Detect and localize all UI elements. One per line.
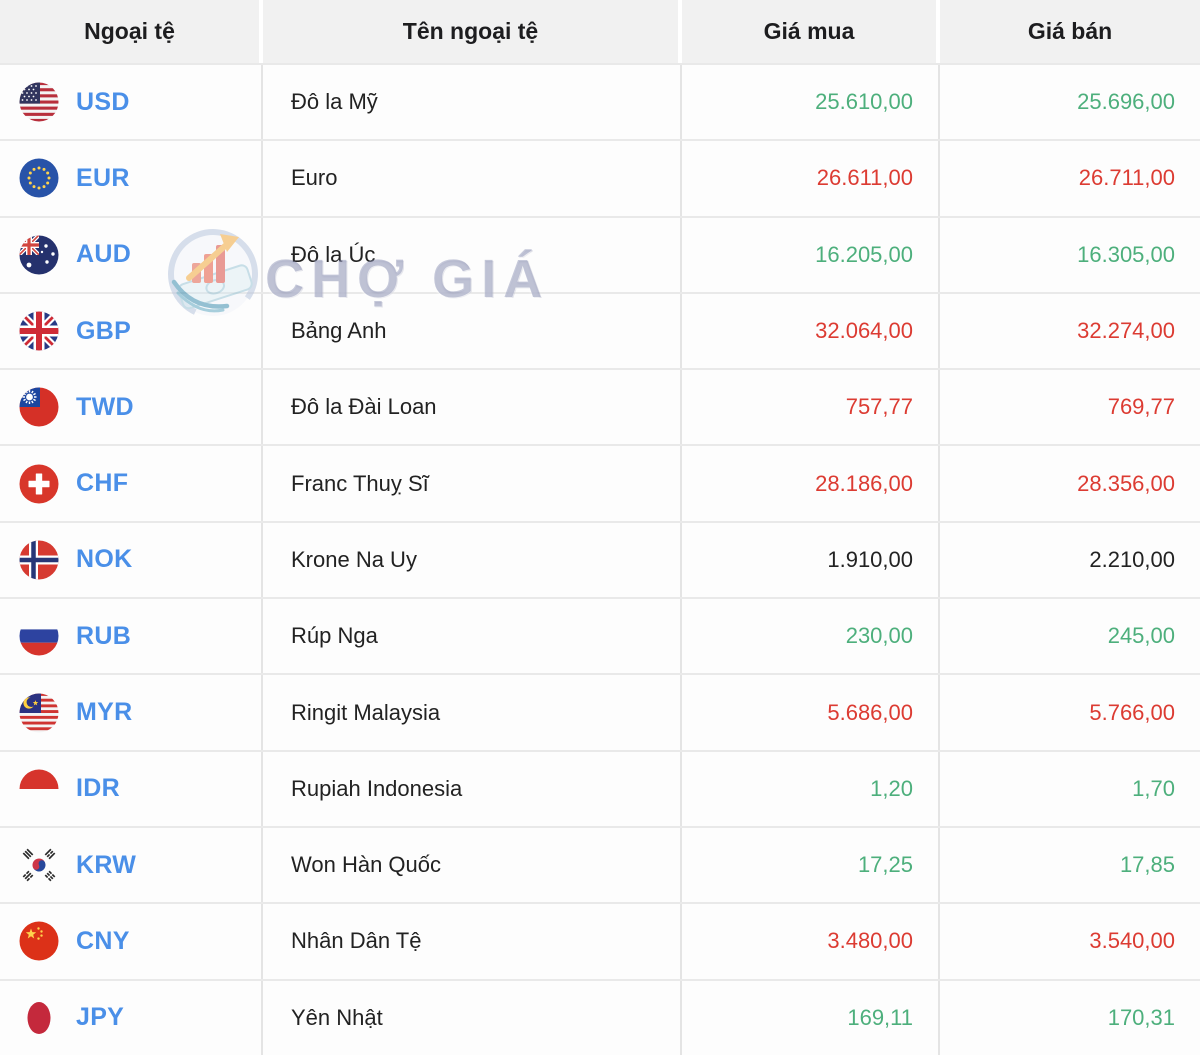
buy-price: 5.686,00 [682, 675, 940, 750]
buy-price: 26.611,00 [682, 141, 940, 216]
gbp-flag-icon [19, 311, 59, 351]
buy-price: 757,77 [682, 370, 940, 445]
chf-flag-icon [19, 464, 59, 504]
sell-price: 1,70 [1132, 775, 1175, 801]
currency-code: GBP [76, 316, 132, 345]
table-row-rub[interactable]: RUB Rúp Nga 230,00 245,00 [0, 597, 1200, 674]
currency-cell: RUB [0, 599, 263, 674]
header-currency: Ngoại tệ [0, 0, 263, 63]
currency-cell: NOK [0, 522, 263, 598]
krw-flag-icon [19, 845, 59, 885]
sell-price: 28.356,00 [1077, 470, 1175, 496]
currency-cell: USD [0, 65, 263, 140]
currency-cell: CNY [0, 904, 263, 979]
currency-code: USD [76, 87, 130, 116]
currency-code: CNY [76, 926, 130, 955]
currency-name: Euro [263, 141, 682, 216]
currency-cell: KRW [0, 827, 263, 903]
table-row-aud[interactable]: AUD Đô la Úc 16.205,00 16.305,00 [0, 215, 1200, 292]
sell-price: 170,31 [1107, 1004, 1175, 1030]
currency-name: Bảng Anh [263, 293, 682, 369]
currency-name: Đô la Đài Loan [263, 370, 682, 445]
currency-name: Nhân Dân Tệ [263, 904, 682, 979]
myr-flag-icon [19, 693, 59, 733]
currency-cell: IDR [0, 751, 263, 826]
currency-cell: JPY [0, 980, 263, 1055]
cny-flag-icon [19, 921, 59, 961]
table-row-myr[interactable]: MYR Ringit Malaysia 5.686,00 5.766,00 [0, 673, 1200, 750]
currency-name: Rúp Nga [263, 599, 682, 674]
currency-code: NOK [76, 545, 133, 574]
currency-cell: TWD [0, 370, 263, 445]
table-row-krw[interactable]: KRW Won Hàn Quốc 17,25 17,85 [0, 825, 1200, 903]
sell-price: 245,00 [1107, 623, 1175, 649]
header-name: Tên ngoại tệ [263, 0, 682, 63]
buy-price: 1,20 [682, 751, 940, 826]
table-row-gbp[interactable]: GBP Bảng Anh 32.064,00 32.274,00 [0, 291, 1200, 369]
table-header-row: Ngoại tệ Tên ngoại tệ Giá mua Giá bán [0, 0, 1200, 63]
currency-cell: CHF [0, 446, 263, 521]
twd-flag-icon [19, 387, 59, 427]
buy-price: 25.610,00 [682, 65, 940, 140]
table-row-chf[interactable]: CHF Franc Thuỵ Sĩ 28.186,00 28.356,00 [0, 444, 1200, 521]
table-row-cny[interactable]: CNY Nhân Dân Tệ 3.480,00 3.540,00 [0, 902, 1200, 979]
header-sell: Giá bán [940, 0, 1200, 63]
rub-flag-icon [19, 616, 59, 656]
sell-price: 25.696,00 [1077, 89, 1175, 115]
currency-code: AUD [76, 240, 132, 269]
currency-name: Franc Thuỵ Sĩ [263, 446, 682, 521]
buy-price: 3.480,00 [682, 904, 940, 979]
table-row-idr[interactable]: IDR Rupiah Indonesia 1,20 1,70 [0, 749, 1200, 826]
currency-code: JPY [76, 1003, 125, 1032]
buy-price: 169,11 [682, 980, 940, 1055]
currency-code: MYR [76, 698, 133, 727]
currency-cell: GBP [0, 293, 263, 369]
sell-price: 5.766,00 [1089, 699, 1175, 725]
table-row-jpy[interactable]: JPY Yên Nhật 169,11 170,31 [0, 978, 1200, 1055]
currency-name: Won Hàn Quốc [263, 827, 682, 903]
buy-price: 17,25 [682, 827, 940, 903]
table-row-usd[interactable]: USD Đô la Mỹ 25.610,00 25.696,00 [0, 63, 1200, 140]
currency-cell: AUD [0, 217, 263, 292]
sell-price: 17,85 [1119, 852, 1175, 878]
sell-price: 2.210,00 [1089, 546, 1175, 572]
currency-name: Đô la Úc [263, 217, 682, 292]
currency-code: KRW [76, 850, 137, 879]
currency-code: RUB [76, 621, 132, 650]
aud-flag-icon [19, 235, 59, 275]
buy-price: 28.186,00 [682, 446, 940, 521]
currency-cell: EUR [0, 141, 263, 216]
sell-price: 3.540,00 [1089, 928, 1175, 954]
buy-price: 230,00 [682, 599, 940, 674]
eur-flag-icon [19, 158, 59, 198]
usd-flag-icon [19, 82, 59, 122]
nok-flag-icon [19, 540, 59, 580]
sell-price: 16.305,00 [1077, 241, 1175, 267]
currency-name: Krone Na Uy [263, 522, 682, 598]
sell-price: 769,77 [1107, 394, 1175, 420]
sell-price: 26.711,00 [1078, 165, 1175, 191]
buy-price: 32.064,00 [682, 293, 940, 369]
sell-price: 32.274,00 [1077, 318, 1175, 344]
table-row-twd[interactable]: TWD Đô la Đài Loan 757,77 769,77 [0, 368, 1200, 445]
table-row-nok[interactable]: NOK Krone Na Uy 1.910,00 2.210,00 [0, 520, 1200, 598]
buy-price: 16.205,00 [682, 217, 940, 292]
jpy-flag-icon [19, 998, 59, 1038]
header-buy: Giá mua [682, 0, 940, 63]
buy-price: 1.910,00 [682, 522, 940, 598]
table-row-eur[interactable]: EUR Euro 26.611,00 26.711,00 [0, 139, 1200, 216]
currency-code: TWD [76, 392, 134, 421]
currency-name: Rupiah Indonesia [263, 751, 682, 826]
currency-code: CHF [76, 469, 129, 498]
currency-name: Yên Nhật [263, 980, 682, 1055]
currency-code: EUR [76, 163, 130, 192]
currency-cell: MYR [0, 675, 263, 750]
idr-flag-icon [19, 769, 59, 809]
currency-code: IDR [76, 774, 120, 803]
currency-name: Đô la Mỹ [263, 65, 682, 140]
currency-name: Ringit Malaysia [263, 675, 682, 750]
